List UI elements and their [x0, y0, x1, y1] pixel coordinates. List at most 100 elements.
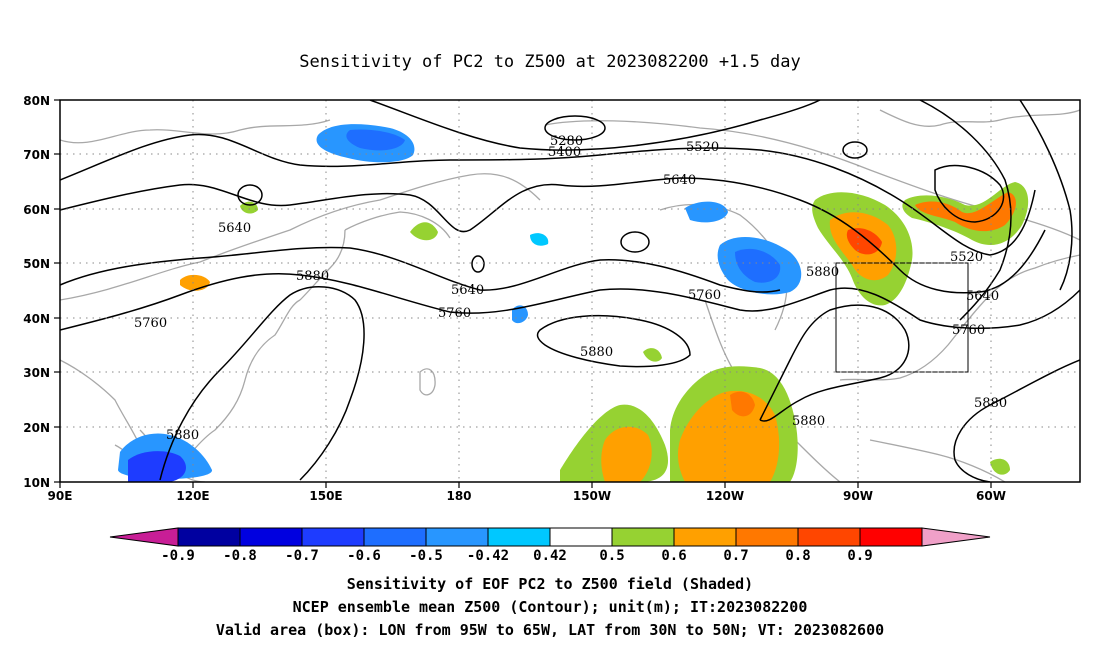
lat-tick: 80N — [23, 94, 50, 108]
contour-label: 5280 — [550, 134, 583, 149]
shade-atlantic-positive — [990, 458, 1010, 475]
colorbar-swatch — [611, 527, 675, 547]
lat-tick: 10N — [23, 476, 50, 490]
contour-labrador-low — [934, 164, 1005, 223]
valid-area-box — [835, 262, 969, 373]
axis-ticks — [54, 99, 992, 488]
contour-5520 — [60, 133, 1036, 256]
shade-tropical-positive-east-core — [677, 390, 780, 482]
colorbar-tick-label: 0.7 — [723, 548, 748, 564]
contour-label: 5880 — [296, 269, 329, 284]
shade-east-asia-core — [128, 451, 186, 482]
contour-label: 5880 — [806, 265, 839, 280]
colorbar-swatch — [859, 527, 923, 547]
shade-north-america-peak — [846, 228, 882, 255]
z500-contours — [60, 100, 1080, 482]
shade-gulf-positive — [643, 348, 662, 362]
colorbar-swatch — [797, 527, 861, 547]
lon-tick: 120E — [176, 489, 209, 503]
colorbar-tick-label: 0.9 — [847, 548, 872, 564]
colorbar-tick-label: 0.6 — [661, 548, 686, 564]
lat-tick: 30N — [23, 366, 50, 380]
shade-tropical-positive-east-peak — [730, 391, 755, 417]
colorbar-swatch — [673, 527, 737, 547]
colorbar-swatch — [239, 527, 303, 547]
colorbar-min-arrow — [109, 527, 179, 547]
colorbar-tick-label: -0.6 — [347, 548, 381, 564]
contour-label: 5880 — [792, 414, 825, 429]
colorbar-swatch — [425, 527, 489, 547]
colorbar-tick-label: -0.8 — [223, 548, 257, 564]
colorbar-tick-label: 0.42 — [533, 548, 567, 564]
caption-line-2: NCEP ensemble mean Z500 (Contour); unit(… — [293, 598, 808, 616]
contour-east-ring — [1019, 100, 1073, 291]
map-background — [60, 100, 1080, 482]
lat-tick: 70N — [23, 148, 50, 162]
contour-label: 5760 — [438, 306, 471, 321]
contour-label: 5880 — [974, 396, 1007, 411]
contour-small-ring-2 — [471, 255, 485, 273]
colorbar-tick-label: -0.5 — [409, 548, 443, 564]
contour-label: 5640 — [966, 289, 999, 304]
contour-east-ring-2 — [919, 100, 1012, 321]
contour-small-high — [842, 141, 868, 159]
contour-label: 5520 — [686, 140, 719, 155]
colorbar-swatch — [177, 527, 241, 547]
contour-label: 5520 — [950, 250, 983, 265]
figure-title: Sensitivity of PC2 to Z500 at 2023082200… — [299, 52, 801, 72]
colorbar-swatch — [735, 527, 799, 547]
lat-tick: 40N — [23, 312, 50, 326]
contour-small-low — [237, 184, 263, 206]
lon-tick: 150E — [309, 489, 342, 503]
contour-label: 5760 — [134, 316, 167, 331]
colorbar-swatch — [363, 527, 427, 547]
shade-labrador-core — [915, 192, 1016, 232]
colorbar-swatch — [301, 527, 365, 547]
colorbar-tick-label: 0.5 — [599, 548, 624, 564]
lat-tick: 50N — [23, 257, 50, 271]
contour-label: 5760 — [688, 288, 721, 303]
contour-5880-atlantic — [953, 359, 1080, 482]
contour-labels: 5280 5400 5520 5640 5640 5880 5640 5760 … — [134, 134, 1007, 443]
contour-5880-central — [536, 314, 691, 368]
shade-tropical-positive-west-core — [601, 426, 652, 482]
colorbar-tick-label: 0.8 — [785, 548, 810, 564]
lon-tick: 120W — [706, 489, 744, 503]
shade-pacific-small-negative-2 — [530, 233, 549, 246]
caption-line-3: Valid area (box): LON from 95W to 65W, L… — [216, 621, 884, 639]
colorbar-max-arrow — [921, 527, 991, 547]
contour-label: 5880 — [580, 345, 613, 360]
colorbar-swatch — [549, 527, 613, 547]
contour-label: 5400 — [548, 145, 581, 160]
contour-label: 5640 — [218, 221, 251, 236]
lon-tick: 150W — [573, 489, 611, 503]
lat-tick: 60N — [23, 203, 50, 217]
lon-tick: 90W — [843, 489, 873, 503]
lat-tick: 20N — [23, 421, 50, 435]
colorbar-tick-label: -0.7 — [285, 548, 319, 564]
caption: Sensitivity of EOF PC2 to Z500 field (Sh… — [216, 575, 884, 639]
gridlines — [60, 100, 1080, 482]
colorbar-swatch — [487, 527, 551, 547]
shade-aleutian-positive — [410, 222, 438, 241]
contour-5880-east — [759, 304, 910, 422]
lat-axis: 80N 70N 60N 50N 40N 30N 20N 10N — [23, 94, 50, 490]
lon-axis: 90E 120E 150E 180 150W 120W 90W 60W — [48, 489, 1006, 503]
lon-tick: 60W — [976, 489, 1006, 503]
lon-tick: 90E — [48, 489, 73, 503]
contour-5640-south — [60, 246, 781, 293]
shade-gulf-alaska-negative — [685, 201, 728, 223]
shade-bering-core — [346, 129, 405, 151]
contour-label: 5640 — [451, 283, 484, 298]
shade-pacific-small-negative — [512, 305, 528, 324]
contour-small-ring — [620, 231, 650, 253]
contour-label: 5640 — [663, 173, 696, 188]
contour-label: 5760 — [952, 323, 985, 338]
shade-canada-core — [735, 248, 781, 283]
contour-5640-north — [60, 177, 1046, 294]
contour-5280-low — [544, 115, 606, 141]
contour-label: 5880 — [166, 428, 199, 443]
map-area: 5280 5400 5520 5640 5640 5880 5640 5760 … — [23, 94, 1081, 503]
colorbar: -0.9 -0.8 -0.7 -0.6 -0.5 -0.42 0.42 0.5 0.6 0.7 0.… — [109, 527, 991, 564]
